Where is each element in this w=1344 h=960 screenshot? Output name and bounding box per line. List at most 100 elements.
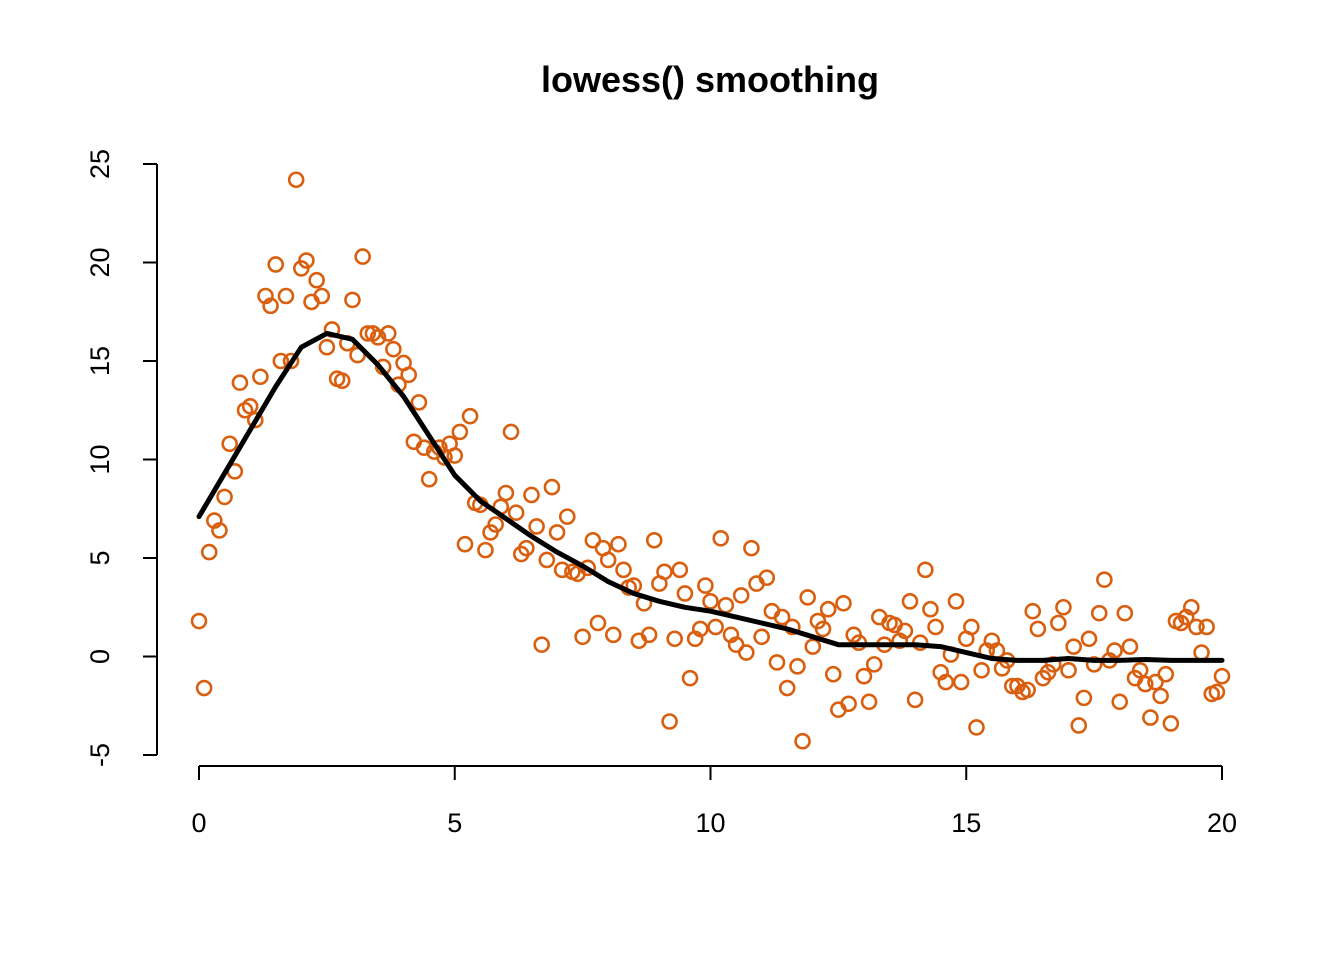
data-point [1162,715,1180,732]
data-point [656,563,673,581]
lowess-line [196,330,1225,663]
data-point [533,636,551,653]
data-point [1075,689,1093,707]
data-point [216,488,233,506]
data-point [1142,709,1159,726]
data-point [287,171,305,189]
data-point [1147,673,1164,691]
data-point [548,524,566,541]
data-point [712,529,730,547]
data-point [267,256,285,273]
data-point [456,535,474,553]
data-point [200,543,218,561]
data-point [676,585,694,602]
data-point [589,614,607,632]
x-tick-label: 15 [951,808,981,838]
y-tick-label: -5 [85,743,115,767]
data-point [1106,642,1123,659]
data-point [477,541,494,559]
y-tick-label: 10 [85,444,115,474]
data-point [318,338,336,356]
data-point [1111,693,1128,711]
data-point [446,447,464,464]
data-point [968,719,985,736]
data-point [1136,675,1154,693]
data-point [354,248,371,265]
data-point [1198,618,1215,636]
data-point [901,593,919,610]
data-point [252,368,269,386]
chart-title: lowess() smoothing [541,59,879,100]
data-point [241,398,259,415]
data-point [558,508,576,525]
data-point [231,374,249,391]
data-point [1055,598,1072,616]
x-tick-label: 0 [191,808,206,838]
data-point [1116,604,1134,622]
data-point [727,636,745,653]
data-point [804,638,822,655]
data-point [917,561,934,579]
data-point [420,470,438,488]
data-point [640,626,658,644]
data-point [732,587,750,604]
data-point [518,539,535,557]
data-point [1157,665,1175,683]
data-point [717,596,735,614]
data-point [927,618,944,636]
data-point [553,561,571,579]
scatter-points [190,171,1231,750]
y-tick-label: 20 [85,247,115,277]
data-point [528,518,545,535]
data-point [246,411,264,429]
data-point [385,340,402,358]
data-point [1131,661,1149,679]
data-point [195,679,213,697]
data-point [282,352,300,370]
data-point [415,439,433,456]
data-point [947,593,965,610]
data-point [1208,683,1226,701]
data-point [298,252,315,269]
data-point [221,435,238,453]
data-point [599,551,617,569]
data-point [743,539,760,557]
data-point [308,271,325,289]
data-point [579,559,597,577]
data-point [799,589,816,606]
axes: 0 5 10 15 20 -5 0 5 10 15 20 25 [85,149,1237,838]
data-point [410,394,428,411]
data-point [1183,598,1200,616]
data-point [819,600,837,618]
data-point [661,713,678,730]
data-point [369,329,387,346]
data-point [1029,620,1047,638]
data-point [840,695,857,713]
data-point [922,600,939,618]
data-point [666,630,683,648]
data-point [691,620,709,638]
data-point [906,691,924,709]
x-tick-label: 10 [695,808,725,838]
data-point [436,449,453,466]
data-point [707,618,724,636]
data-point [487,516,504,533]
data-point [952,673,970,691]
data-point [1085,656,1103,673]
data-point [778,679,796,697]
data-point [860,693,878,711]
data-point [753,628,770,646]
data-point [758,569,776,587]
data-point [538,551,556,569]
data-point [671,561,689,579]
data-point [1096,571,1113,588]
data-point [937,673,955,691]
data-point [451,423,469,441]
data-point [1193,644,1210,661]
data-point [507,504,525,521]
data-point [610,535,627,553]
y-tick-label: 0 [85,649,115,664]
data-point [1213,667,1231,685]
data-point [855,667,873,685]
data-point [379,325,397,342]
